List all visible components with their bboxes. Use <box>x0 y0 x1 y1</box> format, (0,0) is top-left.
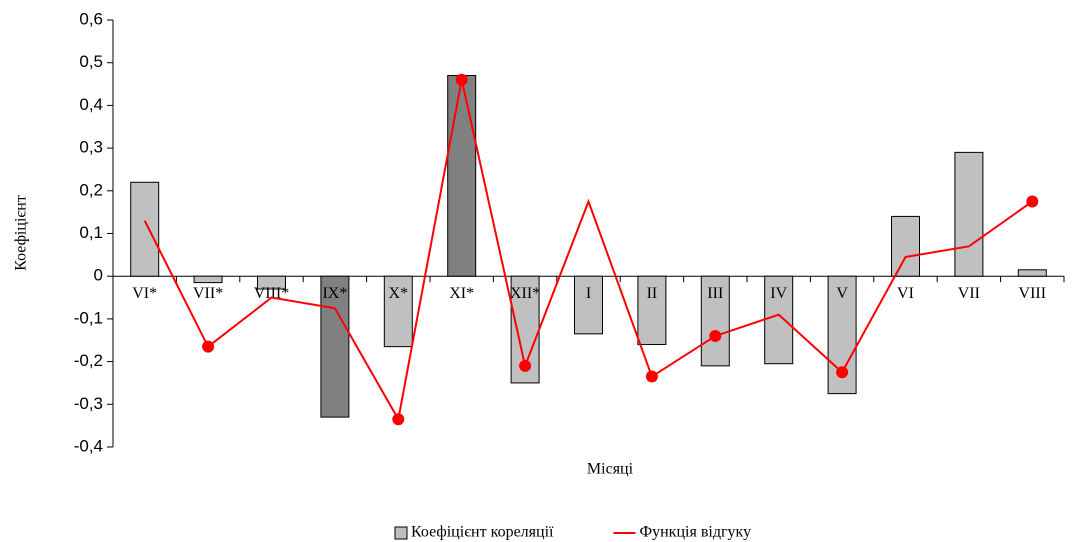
bar <box>1017 269 1047 277</box>
x-tick-label: VII <box>958 285 980 302</box>
bar <box>954 151 984 277</box>
x-axis-title: Місяці <box>587 461 634 478</box>
bar <box>193 275 223 284</box>
bar <box>764 275 794 365</box>
x-tick-label: X* <box>389 285 409 302</box>
y-tick-label: -0,1 <box>74 308 103 327</box>
marker <box>836 366 849 379</box>
bar <box>130 181 160 277</box>
y-tick-label: -0,4 <box>74 436 103 455</box>
marker <box>392 413 405 426</box>
line <box>143 79 1033 423</box>
x-tick-label: VI* <box>132 285 157 302</box>
bar <box>574 275 603 335</box>
x-tick-label: XII* <box>510 285 540 302</box>
y-tick-label: -0,3 <box>74 394 103 413</box>
x-tick-label: II <box>647 285 658 302</box>
x-tick-label: I <box>586 285 591 302</box>
marker <box>202 340 215 353</box>
bar <box>447 75 477 277</box>
y-tick-label: 0,4 <box>79 95 103 114</box>
bar <box>637 275 667 346</box>
bar <box>320 275 350 418</box>
bar <box>700 275 730 367</box>
bar <box>257 275 286 290</box>
x-tick-label: XI* <box>449 285 474 302</box>
marker <box>1026 195 1039 208</box>
y-tick-label: 0,5 <box>79 52 103 71</box>
bar <box>891 215 920 277</box>
marker <box>645 370 658 383</box>
marker <box>709 329 722 342</box>
y-tick-label: 0,6 <box>79 9 103 28</box>
bar <box>510 275 540 384</box>
legend-label: Коефіцієнт кореляції <box>411 524 554 541</box>
x-tick-label: III <box>707 285 723 302</box>
y-tick-label: 0,1 <box>79 223 103 242</box>
x-tick-label: IV <box>770 285 787 302</box>
x-tick-label: VII* <box>193 285 223 302</box>
bar <box>383 275 413 348</box>
x-tick-label: V <box>836 285 848 302</box>
legend-swatch <box>394 526 408 540</box>
y-tick-label: 0,2 <box>79 180 103 199</box>
y-tick-label: 0,3 <box>79 138 103 157</box>
y-axis-title: Коефіцієнт <box>13 195 30 271</box>
legend-label: Функція відгуку <box>639 524 751 541</box>
y-tick-label: 0 <box>94 266 103 285</box>
marker <box>519 359 532 372</box>
x-tick-label: VIII <box>1019 285 1047 302</box>
x-tick-label: VI <box>897 285 914 302</box>
x-tick-label: IX* <box>322 285 347 302</box>
marker <box>455 73 468 86</box>
y-tick-label: -0,2 <box>74 351 103 370</box>
x-tick-label: VIII* <box>254 285 290 302</box>
